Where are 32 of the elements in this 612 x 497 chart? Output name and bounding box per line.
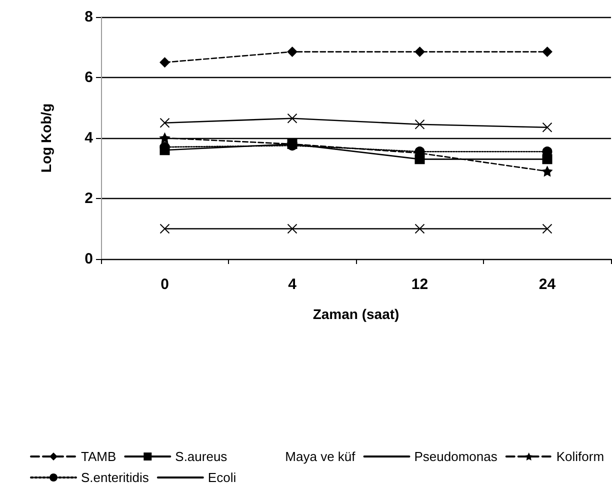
x-tick-label: 4 — [288, 276, 298, 293]
legend-label: Maya ve küf — [285, 449, 356, 464]
legend-label: TAMB — [81, 449, 116, 464]
point — [160, 133, 170, 143]
point — [160, 57, 170, 68]
x-tick-label: 24 — [538, 276, 556, 293]
point — [414, 119, 425, 130]
legend-label: S.enteritidis — [81, 470, 150, 485]
legend-label: Pseudomonas — [414, 449, 498, 464]
point — [287, 224, 298, 234]
point — [287, 113, 298, 124]
point — [542, 224, 552, 234]
point — [414, 224, 425, 234]
y-tick-label: 0 — [84, 250, 93, 268]
legend-label: S.aureus — [175, 449, 228, 464]
y-tick-label: 4 — [84, 130, 94, 146]
x-axis-title: Zaman (saat) — [312, 306, 400, 322]
legend-label: Koliform — [556, 449, 604, 464]
point — [542, 46, 552, 57]
point — [542, 122, 552, 132]
point — [160, 118, 170, 128]
legend-label: Ecoli — [208, 470, 236, 485]
point — [414, 46, 425, 57]
y-tick-label: 2 — [84, 190, 93, 207]
y-tick-label: 6 — [84, 69, 93, 86]
point — [160, 224, 170, 234]
y-tick-label: 8 — [84, 8, 93, 26]
x-tick-label: 12 — [411, 276, 428, 293]
x-tick-label: 0 — [160, 276, 169, 293]
point — [287, 46, 298, 57]
y-axis-title: Log Kob/g — [38, 103, 54, 173]
point — [542, 166, 552, 176]
